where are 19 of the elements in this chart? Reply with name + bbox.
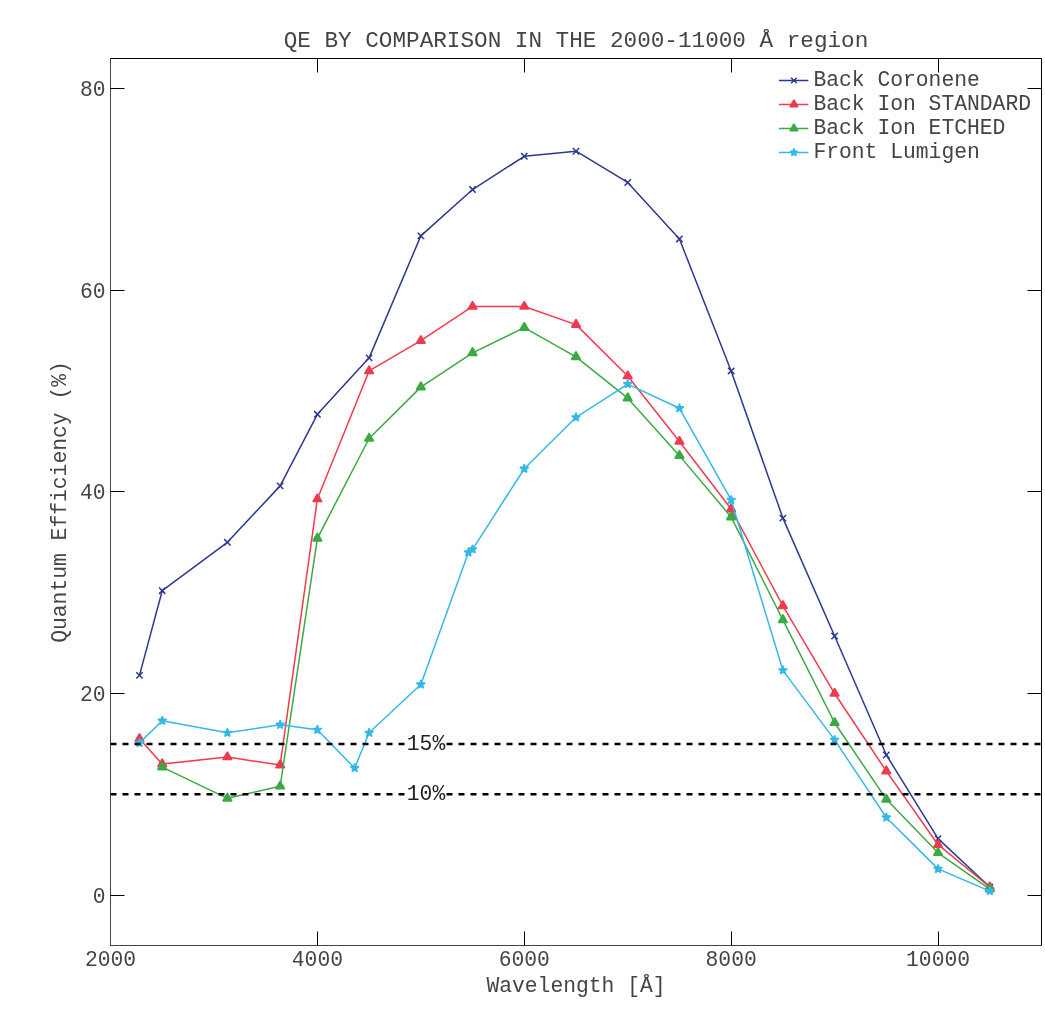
- x-axis-title: Wavelength [Å]: [486, 972, 666, 998]
- y-tick-label: 20: [79, 683, 106, 708]
- x-tick-label: 2000: [84, 947, 137, 972]
- ref-line-label: 10%: [406, 782, 446, 807]
- legend-label: Back Coronene: [813, 68, 980, 92]
- y-tick-label: 40: [79, 481, 106, 506]
- x-tick-label: 6000: [498, 947, 550, 972]
- y-tick-label: 80: [79, 78, 106, 103]
- x-tick-label: 8000: [705, 947, 757, 972]
- y-tick-label: 60: [79, 279, 106, 304]
- x-tick-label: 4000: [291, 947, 343, 972]
- chart-title: QE BY COMPARISON IN THE 2000-11000 Å region: [283, 27, 869, 54]
- x-tick-label: 10000: [906, 947, 971, 972]
- legend-label: Front Lumigen: [813, 140, 980, 164]
- legend-label: Back Ion STANDARD: [813, 92, 1031, 116]
- y-tick-label: 0: [92, 884, 106, 909]
- ref-line-label: 15%: [406, 731, 446, 756]
- legend-label: Back Ion ETCHED: [813, 116, 1006, 140]
- y-axis-title: Quantum Efficiency (%): [47, 361, 72, 643]
